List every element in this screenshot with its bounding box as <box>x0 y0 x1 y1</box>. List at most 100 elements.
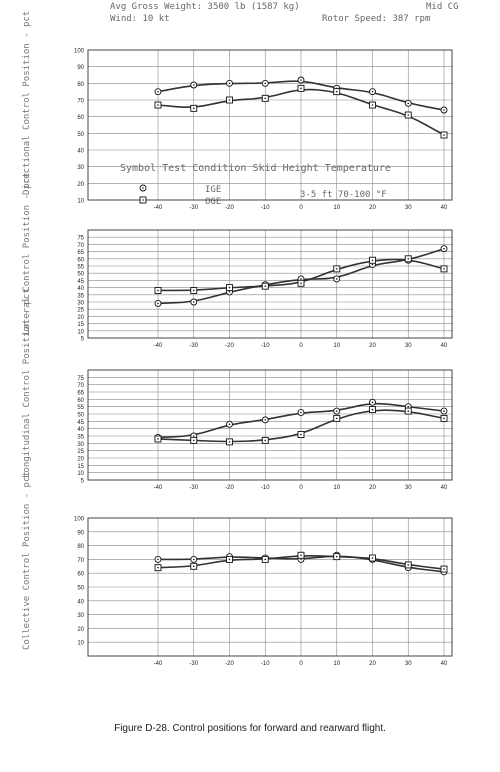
data-point-center <box>228 423 231 426</box>
data-point-center <box>335 268 338 270</box>
data-point-center <box>371 401 374 404</box>
y-tick-label: 45 <box>77 420 84 426</box>
data-point-center <box>371 259 374 262</box>
x-tick-label: 0 <box>299 205 303 211</box>
x-tick-label: 0 <box>299 343 303 349</box>
y-tick-label: 100 <box>74 517 85 523</box>
data-point-center <box>157 438 159 440</box>
data-point-center <box>228 291 231 293</box>
data-point-center <box>443 134 445 136</box>
data-point-center <box>335 410 338 412</box>
y-tick-label: 35 <box>77 435 84 441</box>
x-tick-label: -20 <box>225 343 234 349</box>
x-tick-label: 20 <box>369 661 376 667</box>
y-tick-label: 80 <box>77 82 84 88</box>
data-point-center <box>264 82 267 85</box>
data-point-center <box>407 102 410 105</box>
data-point-center <box>443 268 445 270</box>
x-tick-label: 40 <box>441 343 448 349</box>
y-tick-label: 15 <box>77 322 84 328</box>
header-rotor-speed: Rotor Speed: 387 rpm <box>322 14 431 24</box>
y-tick-label: 60 <box>77 398 84 404</box>
data-point-center <box>300 278 302 280</box>
y-tick-label: 30 <box>77 301 84 307</box>
y-tick-label: 30 <box>77 442 84 448</box>
plot-frame <box>87 229 453 339</box>
header-wind: Wind: 10 kt <box>110 14 170 24</box>
header-cg: Mid CG <box>426 2 459 12</box>
y-tick-label: 70 <box>77 243 84 249</box>
x-tick-label: -10 <box>261 661 270 667</box>
figure-caption: Figure D-28. Control positions for forwa… <box>114 723 386 734</box>
data-point-center <box>371 263 374 266</box>
y-tick-label: 75 <box>77 236 84 242</box>
y-tick-label: 75 <box>77 376 84 382</box>
data-point-center <box>371 104 374 106</box>
x-tick-label: -20 <box>225 661 234 667</box>
legend-circle-center <box>142 187 144 189</box>
x-tick-label: 30 <box>405 205 412 211</box>
x-tick-label: -30 <box>189 343 198 349</box>
x-tick-label: -30 <box>189 661 198 667</box>
data-point-center <box>407 114 410 116</box>
x-tick-label: -20 <box>225 485 234 491</box>
legend-item-oge: OGE <box>205 197 222 207</box>
y-tick-label: 65 <box>77 391 84 397</box>
y-tick-label: 70 <box>77 383 84 389</box>
x-tick-label: 40 <box>441 205 448 211</box>
data-point-center <box>157 566 159 569</box>
x-tick-label: -10 <box>261 205 270 211</box>
data-point-center <box>192 289 195 292</box>
data-point-center <box>264 419 267 421</box>
y-tick-label: 40 <box>77 286 84 292</box>
y-tick-label: 30 <box>77 613 84 619</box>
x-tick-label: 30 <box>405 661 412 667</box>
y-tick-label: 50 <box>77 272 84 278</box>
y-tick-label: 5 <box>81 479 85 485</box>
y-tick-label: 50 <box>77 132 84 138</box>
data-point-center <box>443 247 445 250</box>
legend-title: Symbol Test Condition Skid Height Temper… <box>120 163 391 174</box>
y-tick-label: 10 <box>77 329 84 335</box>
data-point-center <box>300 79 302 81</box>
data-point-center <box>264 439 267 442</box>
x-tick-label: 10 <box>333 205 340 211</box>
x-tick-label: 20 <box>369 205 376 211</box>
x-tick-label: 30 <box>405 485 412 491</box>
data-point-center <box>192 439 195 442</box>
y-tick-label: 60 <box>77 115 84 121</box>
x-tick-label: -40 <box>154 205 163 211</box>
x-tick-label: 20 <box>369 485 376 491</box>
y-tick-label: 20 <box>77 457 84 463</box>
data-point-center <box>300 433 302 436</box>
data-point-center <box>407 564 410 566</box>
data-point-center <box>192 565 195 568</box>
y-tick-label: 15 <box>77 464 84 470</box>
x-tick-label: 40 <box>441 661 448 667</box>
x-tick-label: -30 <box>189 205 198 211</box>
x-tick-label: 20 <box>369 343 376 349</box>
data-point-center <box>264 558 267 561</box>
y-tick-label: 30 <box>77 165 84 171</box>
data-point-center <box>228 286 231 289</box>
y-tick-label: 25 <box>77 449 84 455</box>
data-point-center <box>335 278 338 280</box>
data-point-center <box>443 417 445 420</box>
y-tick-label: 50 <box>77 413 84 419</box>
x-tick-label: -40 <box>154 485 163 491</box>
data-point-center <box>264 285 267 287</box>
y-tick-label: 90 <box>77 65 84 71</box>
y-tick-label: 55 <box>77 265 84 271</box>
data-point-center <box>443 410 445 412</box>
y-tick-label: 5 <box>81 337 85 343</box>
data-point-center <box>157 289 159 292</box>
y-tick-label: 70 <box>77 99 84 105</box>
data-point-center <box>157 302 159 305</box>
data-point-center <box>407 258 410 260</box>
data-point-center <box>335 555 338 558</box>
y-tick-label: 70 <box>77 558 84 564</box>
plot-frame <box>87 517 453 657</box>
x-tick-label: -40 <box>154 343 163 349</box>
plot-frame <box>87 369 453 481</box>
y-tick-label: 45 <box>77 279 84 285</box>
